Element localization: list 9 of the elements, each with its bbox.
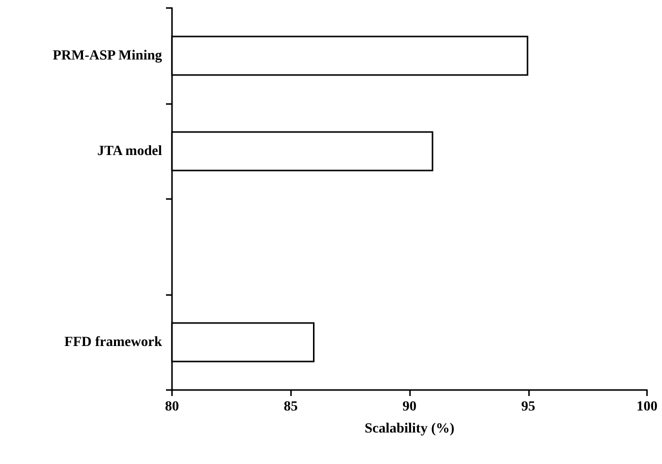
x-tick-label: 95 xyxy=(521,400,536,414)
y-tick-label: FFD framework xyxy=(64,334,162,350)
x-tick-label: 85 xyxy=(284,400,298,414)
y-tick-label: PRM-ASP Mining xyxy=(52,48,162,64)
y-tick-label: JTA model xyxy=(97,144,162,159)
x-axis-title: Scalability (%) xyxy=(364,422,455,436)
x-tick-label: 90 xyxy=(402,400,416,414)
x-tick-label: 100 xyxy=(636,400,658,414)
x-tick-label: 80 xyxy=(165,400,179,414)
